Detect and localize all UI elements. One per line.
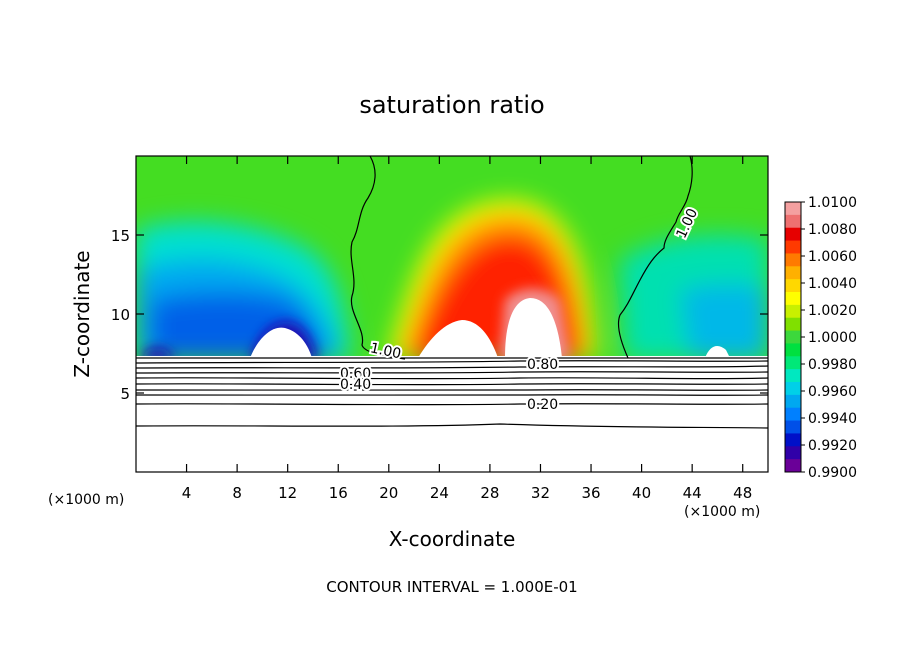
contour-line-1-00-right	[617, 156, 693, 359]
colorbar-swatch	[785, 356, 801, 370]
contour-line-layer-6	[136, 383, 768, 386]
contour-label: 0.20	[527, 397, 558, 413]
colorbar-swatch	[785, 266, 801, 280]
y-tick-label: 10	[111, 306, 130, 324]
x-axis-label: X-coordinate	[389, 527, 516, 551]
x-tick-label: 40	[632, 484, 651, 502]
colorbar-label: 1.0100	[808, 195, 857, 211]
y-axis-label: Z-coordinate	[70, 250, 94, 377]
colorbar-label: 1.0060	[808, 249, 857, 265]
colorbar-label: 1.0080	[808, 222, 857, 238]
colorbar-swatch	[785, 240, 801, 254]
y-tick-label: 15	[111, 227, 130, 245]
contour-line-layer-5	[136, 377, 768, 380]
colorbar-swatch	[785, 446, 801, 460]
x-tick-label: 48	[733, 484, 752, 502]
contour-line-layer-3	[136, 365, 768, 369]
contour-line-layer-7	[136, 389, 768, 391]
contour-interval-note: CONTOUR INTERVAL = 1.000E-01	[326, 578, 577, 596]
colorbar-label: 0.9920	[808, 438, 857, 454]
colorbar-swatch	[785, 394, 801, 409]
chart-title: saturation ratio	[359, 91, 544, 119]
x-tick-label: 8	[232, 484, 242, 502]
colorbar-swatch	[785, 279, 801, 293]
colorbar-swatch	[785, 317, 801, 332]
x-axis: 4 8 12 16 20 24 28 32 36 40 44 48	[182, 156, 752, 502]
y-tick-label: 5	[120, 385, 130, 403]
contour-line-layer-4	[136, 371, 768, 374]
y-axis: 5 10 15	[111, 227, 768, 403]
colorbar-label: 1.0040	[808, 276, 857, 292]
contour-line-layer-10	[136, 423, 768, 429]
contour-line-layer-8	[136, 394, 768, 396]
contour-line-layer-2	[136, 360, 768, 364]
colorbar-swatch	[785, 304, 801, 319]
colorbar-swatch	[785, 407, 801, 422]
x-tick-label: 28	[480, 484, 499, 502]
x-tick-label: 4	[182, 484, 192, 502]
colorbar: 1.0100 1.0080 1.0060 1.0040 1.0020 1.0000 0.99…	[784, 195, 857, 481]
colorbar-label: 0.9940	[808, 411, 857, 427]
colorbar-swatch	[785, 459, 801, 473]
contour-label: 0.80	[527, 357, 558, 373]
x-unit-left: (×1000 m)	[48, 492, 124, 508]
colorbar-swatch	[785, 202, 801, 216]
colorbar-swatch	[785, 420, 801, 434]
contour-line-layer-9	[136, 403, 768, 406]
colorbar-swatch	[785, 253, 801, 267]
x-tick-label: 32	[531, 484, 550, 502]
x-tick-label: 24	[430, 484, 449, 502]
colorbar-swatch	[785, 227, 801, 242]
x-tick-label: 12	[278, 484, 297, 502]
colorbar-swatch	[785, 433, 801, 447]
colorbar-swatch	[785, 214, 801, 229]
colorbar-label: 0.9960	[808, 384, 857, 400]
colorbar-swatch	[785, 330, 801, 344]
colorbar-swatch	[785, 369, 801, 383]
x-tick-label: 20	[379, 484, 398, 502]
x-unit-right: (×1000 m)	[684, 504, 760, 520]
x-tick-label: 36	[581, 484, 600, 502]
colorbar-label: 0.9980	[808, 357, 857, 373]
x-tick-label: 16	[329, 484, 348, 502]
colorbar-label: 0.9900	[808, 465, 857, 481]
contour-lines	[136, 156, 768, 429]
heatmap-field	[136, 156, 768, 472]
colorbar-swatch	[785, 382, 801, 396]
contour-label: 0.60	[340, 366, 371, 382]
colorbar-label: 1.0020	[808, 303, 857, 319]
colorbar-label: 1.0000	[808, 330, 857, 346]
contour-line-1-00-left	[350, 156, 406, 360]
colorbar-swatch	[785, 343, 801, 357]
x-tick-label: 44	[683, 484, 702, 502]
colorbar-swatch	[785, 292, 801, 306]
contour-label: 0.40	[340, 377, 371, 393]
